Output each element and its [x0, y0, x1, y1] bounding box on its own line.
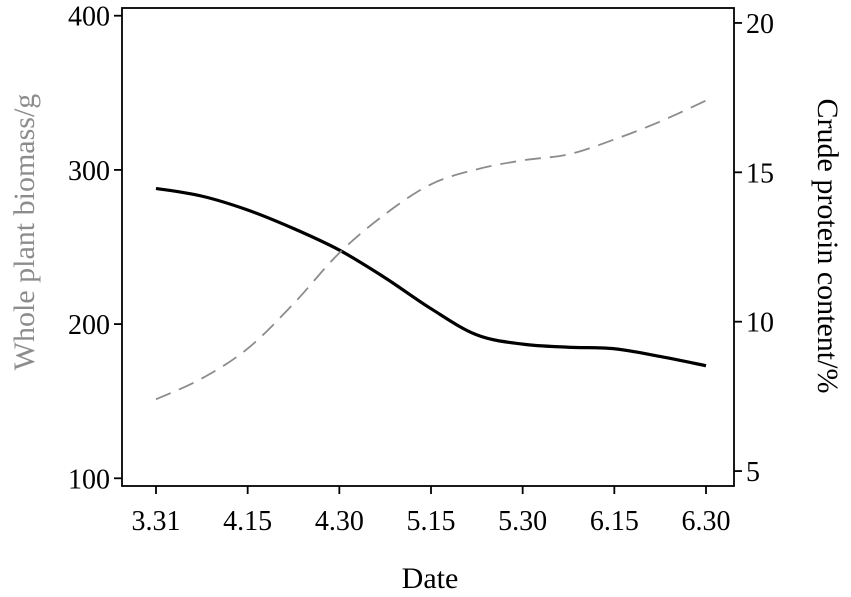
right-y-tick-label: 20 — [746, 9, 774, 40]
left-y-tick-label: 400 — [68, 2, 110, 33]
right-y-tick-label: 10 — [746, 308, 774, 339]
x-tick-label: 4.30 — [315, 506, 364, 537]
series-layer — [155, 99, 707, 401]
right-y-axis: 5 10 15 20 — [734, 9, 774, 488]
right-y-axis-title: Crude protein content/% — [811, 99, 844, 394]
x-tick-label: 5.15 — [407, 506, 456, 537]
crude-protein-series-line — [155, 99, 707, 401]
right-y-tick-label: 15 — [746, 158, 774, 189]
left-y-axis: 100 200 300 400 — [68, 2, 122, 495]
x-tick-label: 6.15 — [590, 506, 639, 537]
x-tick-label: 3.31 — [132, 506, 181, 537]
x-tick-label: 6.30 — [682, 506, 731, 537]
x-axis-title: Date — [402, 562, 459, 595]
plot-frame — [121, 7, 735, 487]
left-y-tick-label: 100 — [68, 464, 110, 495]
right-y-tick-label: 5 — [746, 457, 760, 488]
left-y-axis-title: Whole plant biomass/g — [8, 94, 41, 371]
left-y-tick-label: 300 — [68, 156, 110, 187]
x-axis: 3.31 4.15 4.30 5.15 5.30 6.15 6.30 — [132, 486, 731, 537]
biomass-series-line — [155, 186, 707, 368]
left-y-tick-label: 200 — [68, 310, 110, 341]
x-tick-label: 5.30 — [498, 506, 547, 537]
x-tick-label: 4.15 — [223, 506, 272, 537]
